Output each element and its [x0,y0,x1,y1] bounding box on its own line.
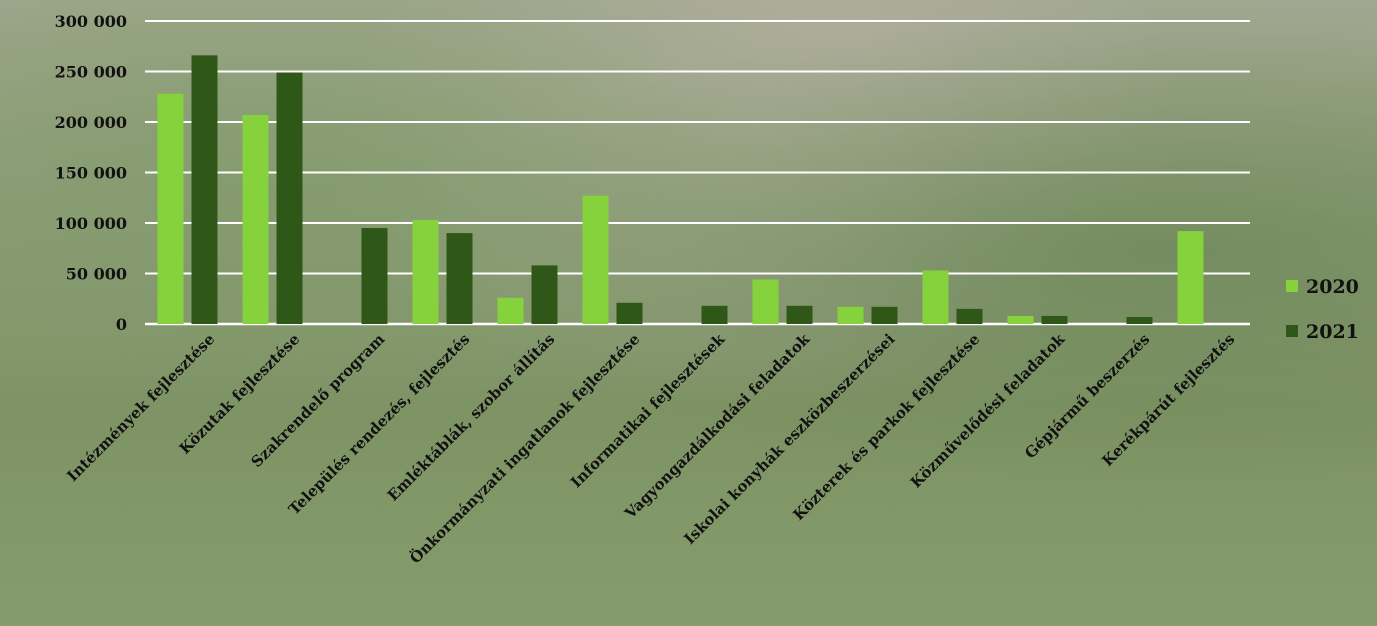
x-tick-label: Informatikai fejlesztések [567,330,729,492]
bar-2020-9 [922,270,949,324]
bar-2020-8 [837,306,864,324]
bar-2020-0 [157,93,184,324]
x-tick-label: Közművelődési feladatok [907,330,1069,492]
legend-swatch-2020 [1286,280,1298,292]
bar-2020-7 [752,279,779,324]
bar-2021-11 [1126,316,1153,324]
bar-2021-2 [361,228,388,324]
gridlines [145,20,1250,326]
bar-2020-12 [1177,231,1204,324]
bar-2021-5 [616,302,643,324]
y-tick-label: 100 000 [55,214,127,233]
bar-2021-1 [276,72,303,324]
x-tick-label: Vagyongazdálkodási feladatok [621,330,814,523]
bar-2020-5 [582,195,609,324]
bar-2020-1 [242,114,269,325]
legend-label: 2021 [1306,321,1359,343]
bar-2021-7 [786,305,813,324]
y-tick-label: 150 000 [55,164,127,183]
bars [157,55,1204,325]
legend-label: 2020 [1306,276,1359,298]
x-tick-label: Közterek és parkok fejlesztése [789,330,983,524]
bar-2021-9 [956,308,983,324]
bar-2021-0 [191,55,218,325]
bar-2020-4 [497,297,524,324]
bar-2020-3 [412,219,439,324]
bar-2021-10 [1041,315,1068,324]
x-tick-label: Intézmények fejlesztése [63,330,218,485]
bar-2021-4 [531,265,558,324]
y-tick-label: 300 000 [55,12,127,31]
y-tick-label: 50 000 [66,265,127,284]
x-tick-label: Emléktáblák, szobor állítás [384,330,559,505]
bar-2021-8 [871,306,898,324]
y-tick-label: 250 000 [55,63,127,82]
bar-2021-3 [446,233,473,324]
y-tick-label: 0 [116,315,127,334]
x-tick-label: Település rendezés, fejlesztés [285,330,473,518]
legend: 2020 2021 [1286,276,1359,343]
legend-swatch-2021 [1286,325,1298,337]
bar-2020-10 [1007,315,1034,324]
bar-2021-6 [701,305,728,324]
y-axis: 0 50 000 100 000 150 000 200 000 250 000 300 0… [55,12,127,334]
y-tick-label: 200 000 [55,113,127,132]
